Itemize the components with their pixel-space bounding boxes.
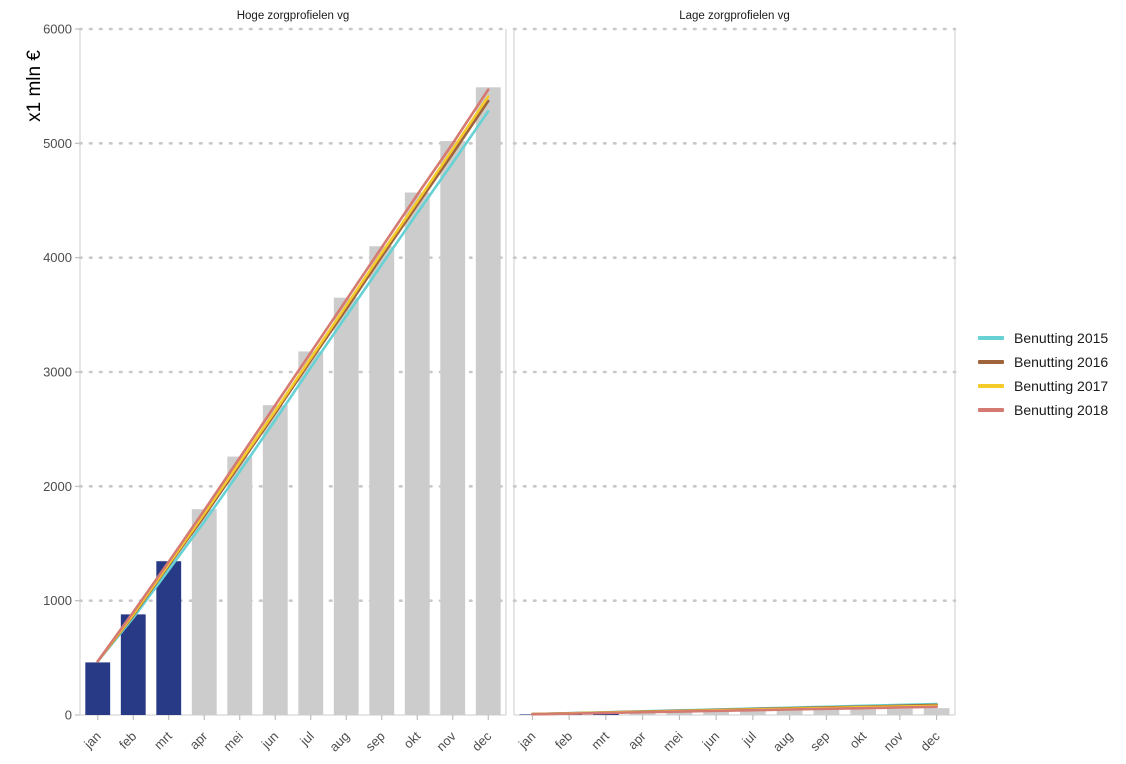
line-benutting-2017 [96,95,490,663]
bar-jun [262,405,288,715]
legend-label: Benutting 2016 [1014,354,1109,370]
x-tick-label: nov [881,728,907,754]
y-tick-label: 3000 [43,365,72,380]
legend-item: Benutting 2018 [978,398,1108,422]
y-tick-label: 0 [65,708,72,723]
panel-2: Lage zorgprofielen vg jan feb mrt apr mei jun j… [512,10,957,755]
panel-1: Hoge zorgprofielen vg jan feb mrt apr mei jun j… [78,10,508,755]
y-tick-label: 4000 [43,250,72,265]
bar-dec [475,87,501,715]
legend: Benutting 2015 Benutting 2016 Benutting 20… [978,326,1108,422]
x-tick-label: jan [515,729,539,753]
y-tick-label: 2000 [43,479,72,494]
x-tick-label: okt [846,728,869,751]
bar-jan [85,662,111,715]
x-tick-label: jan [80,729,104,753]
x-tick-label: apr [625,728,649,752]
x-tick-label: dec [469,728,495,754]
x-tick-label: mrt [588,728,612,752]
line-benutting-2015 [96,110,490,663]
x-tick-label: feb [552,729,575,752]
legend-item: Benutting 2015 [978,326,1108,350]
bar-mei [666,712,693,715]
bar-apr [191,509,217,715]
x-tick-label: jul [296,728,317,749]
x-tick-label: sep [362,729,387,754]
x-tick-label: mei [220,728,245,753]
bar-aug [776,710,803,715]
x-tick-label: jul [738,728,759,749]
facet-title: Hoge zorgprofielen vg [237,10,350,22]
legend-label: Benutting 2018 [1014,402,1109,418]
y-tick-label: 5000 [43,136,72,151]
line-benutting-2018 [96,88,490,663]
bar-jul [298,351,324,715]
x-tick-label: feb [116,729,139,752]
bar-jul [740,710,766,715]
legend-swatch [978,408,1004,412]
x-tick-label: okt [401,728,424,751]
x-tick-label: aug [770,729,796,755]
x-tick-label: mrt [151,728,175,752]
bar-mei [227,456,253,715]
legend-swatch [978,360,1004,364]
bar-sep [813,709,840,715]
bar-jun [703,711,729,715]
bar-dec [923,708,950,715]
bar-sep [369,246,395,715]
bar-nov [440,141,466,716]
y-tick-label: 1000 [43,593,72,608]
bar-apr [629,712,656,715]
facet-title: Lage zorgprofielen vg [679,10,790,22]
bar-feb [120,614,146,715]
bar-aug [333,297,359,715]
bar-nov [887,708,913,715]
x-tick-label: apr [186,728,210,752]
x-tick-label: jun [699,729,723,753]
x-tick-label: sep [807,729,832,754]
x-tick-label: nov [433,728,459,754]
x-tick-label: mei [660,728,685,753]
legend-label: Benutting 2015 [1014,330,1109,346]
legend-swatch [978,336,1004,340]
x-tick-label: dec [917,728,943,754]
y-axis-label: x1 mln € [24,50,45,122]
bar-okt [404,192,430,715]
bar-mrt [156,561,182,715]
legend-label: Benutting 2017 [1014,378,1109,394]
bar-okt [850,709,876,715]
x-tick-label: aug [326,729,352,755]
y-tick-label: 6000 [43,22,72,37]
legend-item: Benutting 2017 [978,374,1108,398]
legend-item: Benutting 2016 [978,350,1108,374]
line-benutting-2018 [531,705,938,716]
legend-swatch [978,384,1004,388]
x-tick-label: jun [258,729,282,753]
